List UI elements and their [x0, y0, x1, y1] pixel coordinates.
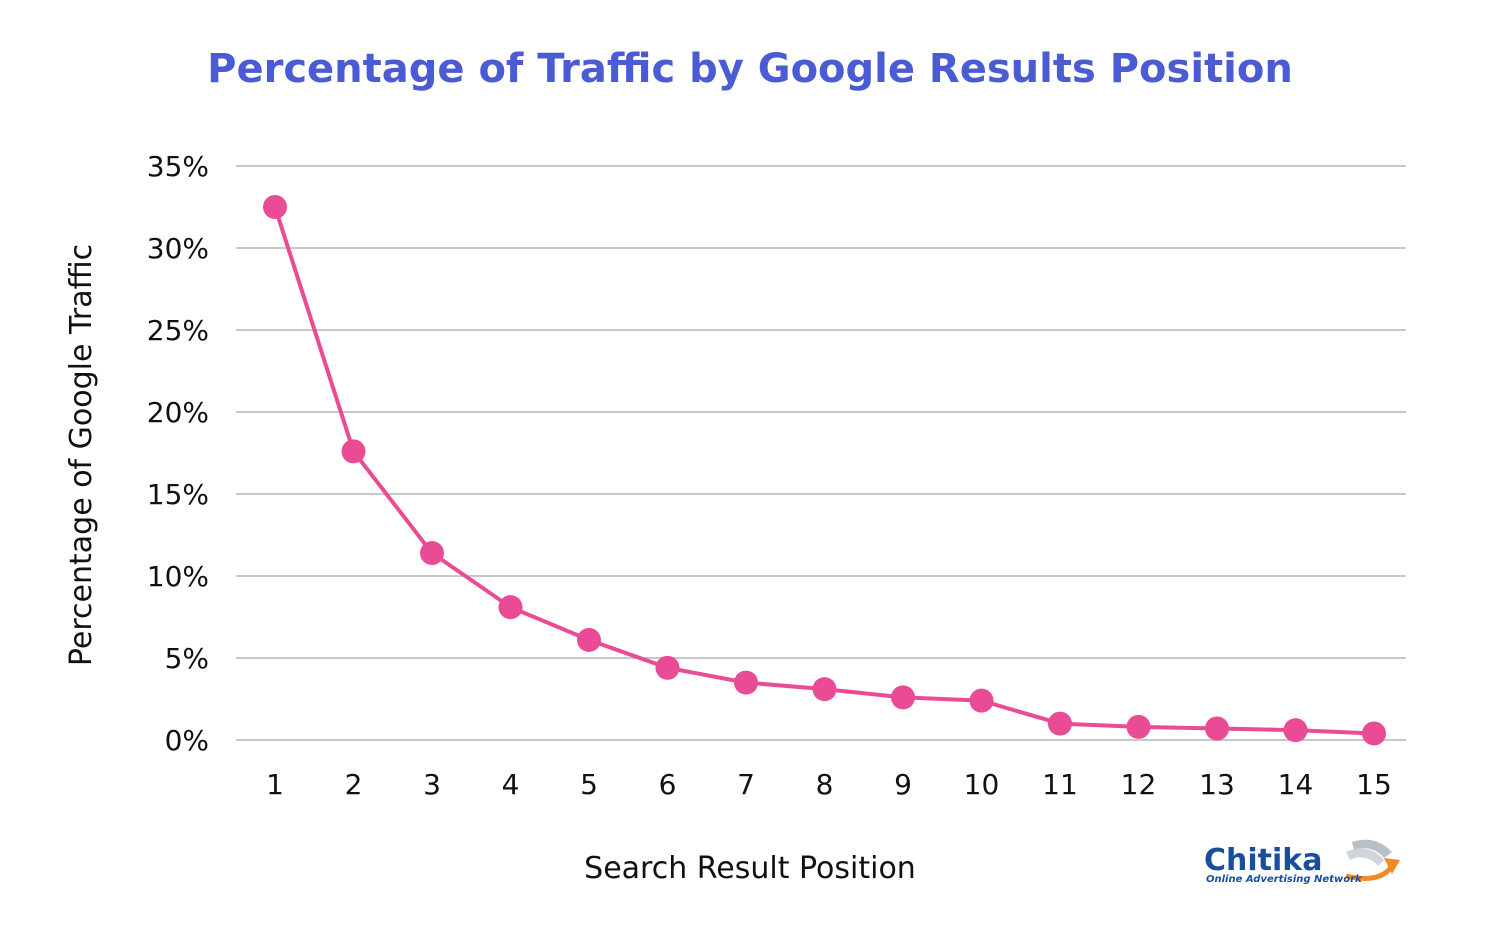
- data-point: [1205, 716, 1229, 741]
- logo-name: Chitika: [1204, 843, 1322, 878]
- x-tick-label: 10: [964, 768, 1000, 801]
- chart-title: Percentage of Traffic by Google Results …: [207, 46, 1293, 92]
- y-tick-label: 20%: [147, 396, 209, 429]
- data-point: [891, 685, 915, 710]
- data-point: [1362, 721, 1386, 746]
- x-tick-labels: 1 2 3 4 5 6 7 8 9 10 11 12 13 14 15: [266, 768, 1392, 801]
- x-tick-label: 2: [345, 768, 363, 801]
- x-tick-label: 9: [894, 768, 912, 801]
- data-point: [655, 655, 680, 680]
- x-tick-label: 13: [1199, 768, 1235, 801]
- y-tick-label: 0%: [165, 724, 209, 757]
- x-axis-label: Search Result Position: [584, 851, 916, 886]
- x-tick-label: 11: [1042, 768, 1078, 801]
- data-point: [498, 595, 523, 620]
- logo-globe-icon: [1345, 839, 1400, 881]
- y-tick-label: 15%: [147, 478, 209, 511]
- data-point: [420, 541, 444, 566]
- x-tick-label: 4: [502, 768, 520, 801]
- logo-tagline: Online Advertising Network: [1206, 874, 1363, 885]
- grid-lines: [236, 165, 1406, 741]
- y-tick-label: 35%: [147, 150, 209, 183]
- x-tick-label: 15: [1356, 768, 1392, 801]
- data-point: [263, 195, 287, 219]
- chitika-logo: Chitika Online Advertising Network: [1204, 839, 1400, 885]
- y-tick-labels: 0% 5% 10% 15% 20% 25% 30% 35%: [147, 150, 209, 757]
- y-tick-label: 25%: [147, 314, 209, 347]
- x-tick-label: 3: [423, 768, 441, 801]
- x-tick-label: 5: [580, 768, 598, 801]
- data-point: [577, 627, 601, 652]
- x-tick-label: 7: [737, 768, 755, 801]
- x-tick-label: 12: [1121, 768, 1157, 801]
- data-point: [1126, 714, 1151, 739]
- series-line: [263, 195, 1386, 746]
- x-tick-label: 1: [266, 768, 284, 801]
- data-point: [734, 670, 758, 695]
- x-tick-label: 8: [816, 768, 834, 801]
- y-axis-label: Percentage of Google Traffic: [64, 244, 99, 666]
- x-tick-label: 14: [1278, 768, 1314, 801]
- x-tick-label: 6: [659, 768, 677, 801]
- y-tick-label: 5%: [165, 642, 209, 675]
- data-point: [812, 677, 837, 702]
- data-point: [1283, 718, 1308, 743]
- y-tick-label: 10%: [147, 560, 209, 593]
- y-tick-label: 30%: [147, 232, 209, 265]
- data-point: [969, 688, 994, 713]
- data-point: [341, 439, 366, 464]
- data-point: [1048, 711, 1072, 736]
- series-line-path: [273, 206, 1375, 736]
